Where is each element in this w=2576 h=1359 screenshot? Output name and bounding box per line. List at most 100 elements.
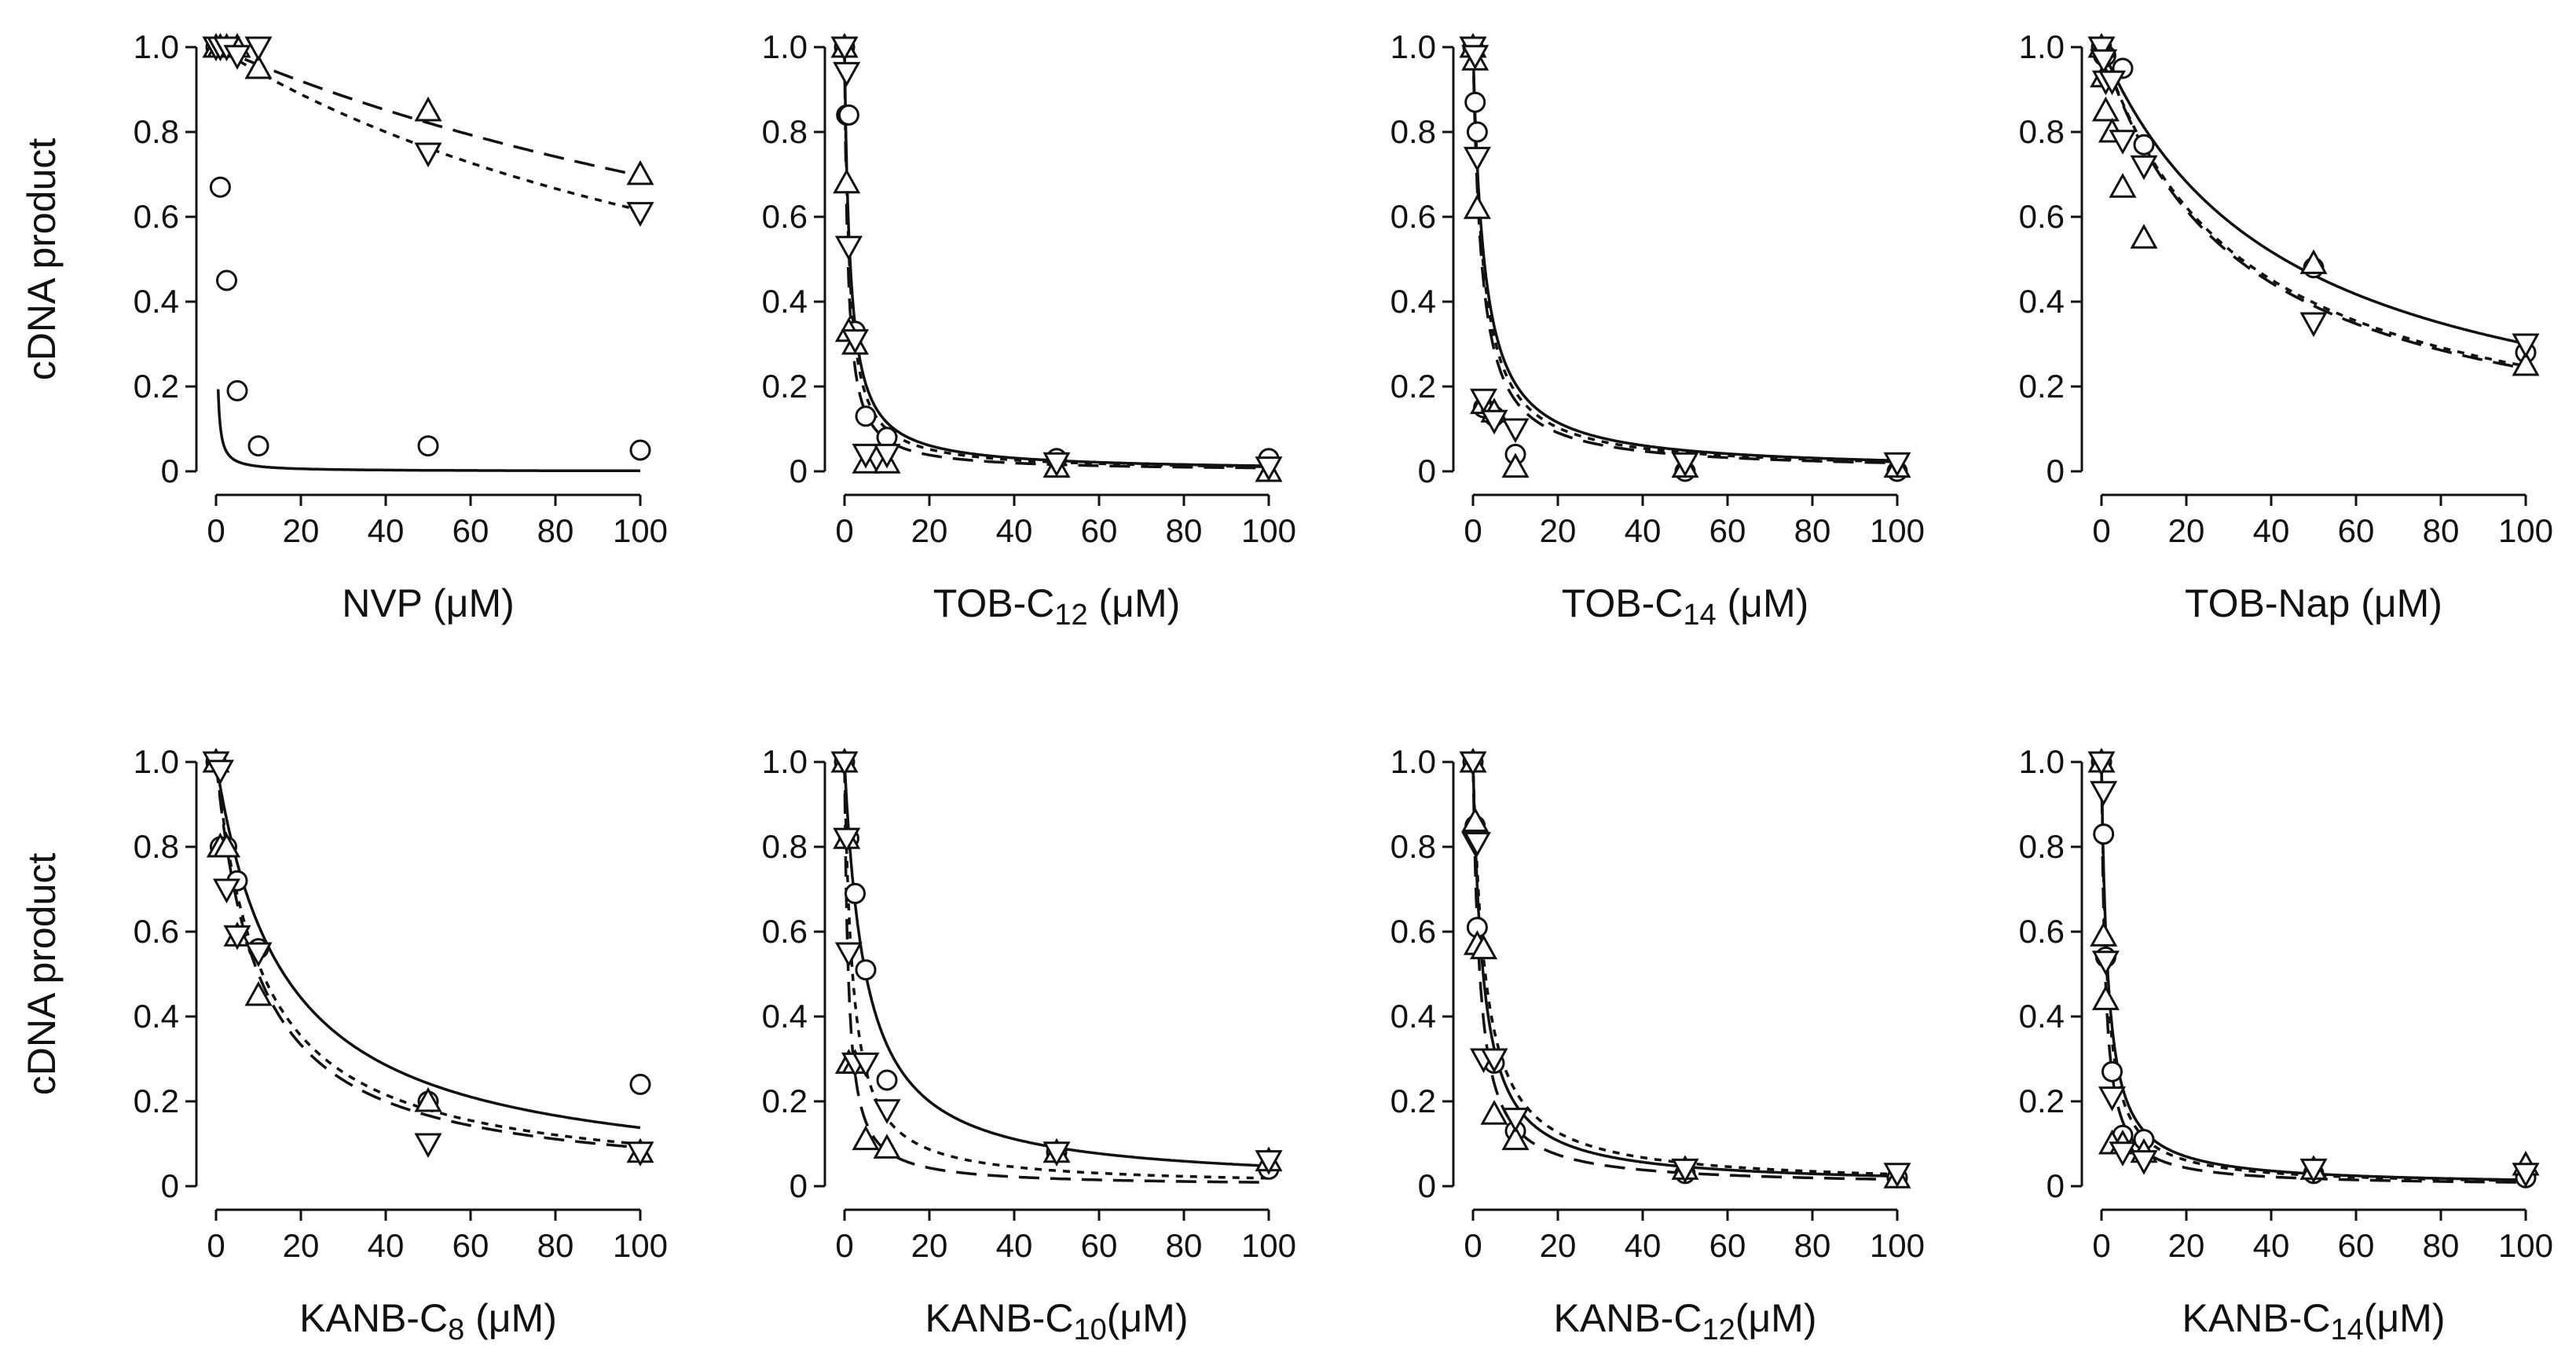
x-tick-label: 40 — [2253, 512, 2290, 549]
fit-curve-circle — [2100, 46, 2527, 346]
data-point-triangle-up — [2299, 249, 2328, 274]
data-point-triangle-down — [1671, 452, 1699, 478]
data-point-triangle-up — [2109, 173, 2137, 198]
x-axis-title: NVP (μM) — [342, 581, 515, 625]
x-tick-label: 20 — [2168, 512, 2205, 549]
data-point-circle — [247, 435, 269, 457]
data-point-circle — [2101, 1060, 2123, 1082]
y-tick-label: 0.6 — [134, 198, 179, 235]
y-tick-label: 0.2 — [762, 368, 808, 405]
data-point-triangle-down — [223, 925, 251, 951]
y-tick-label: 0.8 — [762, 113, 808, 150]
data-point-triangle-down — [1459, 751, 1487, 777]
data-point-triangle-down — [841, 329, 870, 354]
data-point-triangle-down — [1042, 1141, 1071, 1167]
x-tick-label: 100 — [613, 512, 668, 549]
y-tick-label: 0.6 — [134, 913, 179, 950]
y-tick-label: 0.6 — [2019, 198, 2065, 235]
x-tick-label: 20 — [911, 512, 948, 549]
fit-curve-triangle-down — [214, 761, 641, 1146]
fit-curve-triangle-down — [214, 46, 641, 212]
data-point-triangle-down — [1042, 452, 1071, 478]
data-point-circle — [855, 959, 877, 981]
data-point-triangle-up — [244, 53, 273, 79]
data-point-triangle-up — [1480, 1100, 1508, 1125]
x-tick-label: 80 — [537, 1227, 574, 1264]
data-point-triangle-up — [1461, 807, 1490, 833]
y-tick-label: 0 — [161, 452, 179, 489]
y-tick-label: 0 — [2047, 1167, 2065, 1204]
x-tick-label: 60 — [453, 512, 489, 549]
data-point-triangle-down — [223, 45, 251, 70]
x-axis-title: TOB-C12 (μM) — [933, 581, 1181, 632]
data-point-triangle-down — [2087, 751, 2116, 777]
y-tick-label: 1.0 — [1391, 28, 1436, 65]
y-tick-label: 1.0 — [762, 743, 808, 780]
data-point-circle — [1464, 91, 1486, 113]
x-tick-label: 0 — [2092, 1227, 2110, 1264]
x-tick-label: 0 — [207, 512, 225, 549]
fit-curve-triangle-up — [1471, 762, 1897, 1181]
data-point-circle — [1466, 121, 1488, 143]
x-tick-label: 80 — [1166, 512, 1203, 549]
y-tick-label: 0.6 — [2019, 913, 2065, 950]
y-tick-label: 1.0 — [2019, 743, 2065, 780]
x-tick-label: 20 — [1540, 1227, 1577, 1264]
x-tick-label: 0 — [1464, 512, 1482, 549]
data-point-triangle-down — [1480, 1048, 1508, 1074]
x-tick-label: 40 — [1625, 512, 1662, 549]
x-tick-label: 100 — [613, 1227, 668, 1264]
y-tick-label: 0 — [790, 1167, 808, 1204]
x-axis-title: KANB-C12(μM) — [1554, 1296, 1817, 1346]
data-point-triangle-down — [2130, 155, 2158, 181]
data-point-triangle-down — [873, 443, 901, 469]
x-tick-label: 80 — [2423, 1227, 2460, 1264]
chart-panel-3: 0 0.2 0.4 0.6 0.8 1.0 0 20 40 60 80 100 TOB-C14 (μM) — [1391, 28, 1925, 632]
x-tick-label: 20 — [283, 1227, 320, 1264]
y-tick-label: 0.2 — [1391, 1082, 1436, 1119]
data-point-triangle-up — [873, 1134, 901, 1159]
x-tick-label: 80 — [537, 512, 574, 549]
data-point-triangle-down — [2098, 1086, 2127, 1112]
x-tick-label: 40 — [996, 512, 1033, 549]
fit-curve-triangle-down — [2100, 762, 2527, 1182]
data-point-triangle-down — [414, 142, 442, 168]
data-point-triangle-down — [2512, 1163, 2540, 1188]
x-tick-label: 20 — [2168, 1227, 2205, 1264]
x-tick-label: 100 — [1241, 512, 1296, 549]
data-point-circle — [226, 379, 248, 401]
x-axis-title: TOB-Nap (μM) — [2185, 581, 2442, 625]
y-tick-label: 0.4 — [2019, 283, 2065, 320]
fit-curve-circle — [1471, 47, 1898, 463]
fit-curve-triangle-down — [843, 47, 1269, 468]
data-point-triangle-up — [414, 96, 442, 122]
y-tick-label: 0.8 — [1391, 828, 1436, 865]
y-tick-label: 0.2 — [134, 1082, 179, 1119]
x-tick-label: 60 — [1081, 512, 1118, 549]
y-tick-label: 1.0 — [134, 28, 179, 65]
data-point-triangle-down — [626, 202, 654, 227]
y-tick-label: 0.2 — [2019, 368, 2065, 405]
data-point-triangle-up — [2090, 921, 2118, 947]
data-point-triangle-down — [2091, 951, 2120, 976]
y-tick-label: 0.8 — [762, 828, 808, 865]
x-tick-label: 100 — [1870, 512, 1925, 549]
y-tick-label: 0 — [1418, 452, 1436, 489]
data-point-triangle-down — [2109, 130, 2137, 155]
data-point-circle — [629, 439, 651, 461]
y-tick-label: 0.8 — [134, 828, 179, 865]
data-point-triangle-down — [1463, 832, 1491, 857]
data-point-triangle-down — [1480, 409, 1508, 435]
x-tick-label: 100 — [1241, 1227, 1296, 1264]
x-tick-label: 0 — [207, 1227, 225, 1264]
data-point-triangle-up — [1469, 934, 1498, 960]
x-tick-label: 60 — [1081, 1227, 1118, 1264]
x-axis-title: KANB-C10(μM) — [925, 1296, 1189, 1346]
data-point-circle — [845, 882, 866, 904]
data-point-triangle-down — [834, 236, 863, 261]
x-tick-label: 60 — [1709, 512, 1746, 549]
y-tick-label: 0.4 — [134, 998, 179, 1035]
data-point-circle — [2093, 823, 2115, 845]
data-point-triangle-down — [1469, 388, 1498, 414]
